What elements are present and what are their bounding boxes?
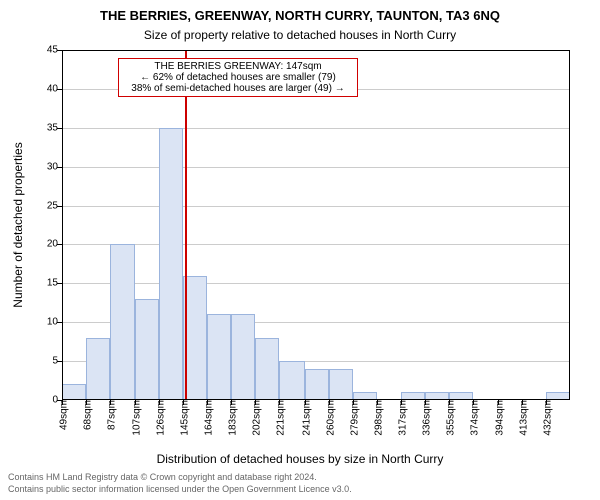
gridline: [62, 206, 570, 207]
histogram-bar: [110, 244, 135, 400]
top-axis-line: [62, 50, 570, 51]
x-axis-line: [62, 399, 570, 400]
ytick-label: 5: [52, 356, 62, 367]
xtick-label: 432sqm: [538, 400, 553, 436]
marker-line: [185, 50, 187, 400]
histogram-bar: [183, 276, 207, 400]
gridline: [62, 244, 570, 245]
xtick-label: 413sqm: [514, 400, 529, 436]
histogram-bar: [255, 338, 279, 400]
annotation-box: THE BERRIES GREENWAY: 147sqm ← 62% of de…: [118, 58, 358, 97]
xtick-label: 183sqm: [224, 400, 239, 436]
xtick-label: 145sqm: [176, 400, 191, 436]
histogram-bar: [62, 384, 86, 400]
title-line-1: THE BERRIES, GREENWAY, NORTH CURRY, TAUN…: [0, 8, 600, 23]
ytick-label: 30: [47, 161, 62, 172]
ytick-label: 35: [47, 122, 62, 133]
xtick-label: 241sqm: [297, 400, 312, 436]
ytick-label: 40: [47, 83, 62, 94]
ytick-label: 10: [47, 317, 62, 328]
xtick-label: 260sqm: [321, 400, 336, 436]
histogram-bar: [329, 369, 353, 400]
gridline: [62, 128, 570, 129]
right-axis-line: [569, 50, 570, 400]
footer-line-2: Contains public sector information licen…: [8, 484, 352, 496]
xtick-label: 164sqm: [200, 400, 215, 436]
xtick-label: 317sqm: [393, 400, 408, 436]
xtick-label: 374sqm: [465, 400, 480, 436]
histogram-bar: [86, 338, 110, 400]
histogram-bar: [279, 361, 304, 400]
xtick-label: 107sqm: [128, 400, 143, 436]
title-line-2: Size of property relative to detached ho…: [0, 28, 600, 42]
histogram-bar: [159, 128, 183, 400]
histogram-bar: [135, 299, 159, 400]
ytick-label: 20: [47, 239, 62, 250]
xtick-label: 394sqm: [490, 400, 505, 436]
y-axis-label: Number of detached properties: [11, 142, 25, 307]
footer-text: Contains HM Land Registry data © Crown c…: [8, 472, 352, 495]
histogram-bar: [207, 314, 231, 400]
xtick-label: 298sqm: [369, 400, 384, 436]
xtick-label: 336sqm: [417, 400, 432, 436]
histogram-bar: [305, 369, 329, 400]
xtick-label: 49sqm: [55, 400, 70, 430]
x-axis-label: Distribution of detached houses by size …: [0, 452, 600, 466]
annotation-line-2: ← 62% of detached houses are smaller (79…: [123, 72, 353, 83]
ytick-label: 15: [47, 278, 62, 289]
xtick-label: 355sqm: [441, 400, 456, 436]
xtick-label: 68sqm: [79, 400, 94, 430]
ytick-label: 25: [47, 200, 62, 211]
histogram-bar: [231, 314, 255, 400]
xtick-label: 221sqm: [272, 400, 287, 436]
chart-root: THE BERRIES, GREENWAY, NORTH CURRY, TAUN…: [0, 0, 600, 500]
annotation-line-3: 38% of semi-detached houses are larger (…: [123, 83, 353, 94]
annotation-line-1: THE BERRIES GREENWAY: 147sqm: [123, 61, 353, 72]
xtick-label: 279sqm: [345, 400, 360, 436]
xtick-label: 126sqm: [152, 400, 167, 436]
gridline: [62, 283, 570, 284]
y-axis-line: [62, 50, 63, 400]
xtick-label: 87sqm: [103, 400, 118, 430]
gridline: [62, 167, 570, 168]
xtick-label: 202sqm: [248, 400, 263, 436]
ytick-label: 45: [47, 45, 62, 56]
plot-area: 05101520253035404549sqm68sqm87sqm107sqm1…: [62, 50, 570, 400]
footer-line-1: Contains HM Land Registry data © Crown c…: [8, 472, 352, 484]
